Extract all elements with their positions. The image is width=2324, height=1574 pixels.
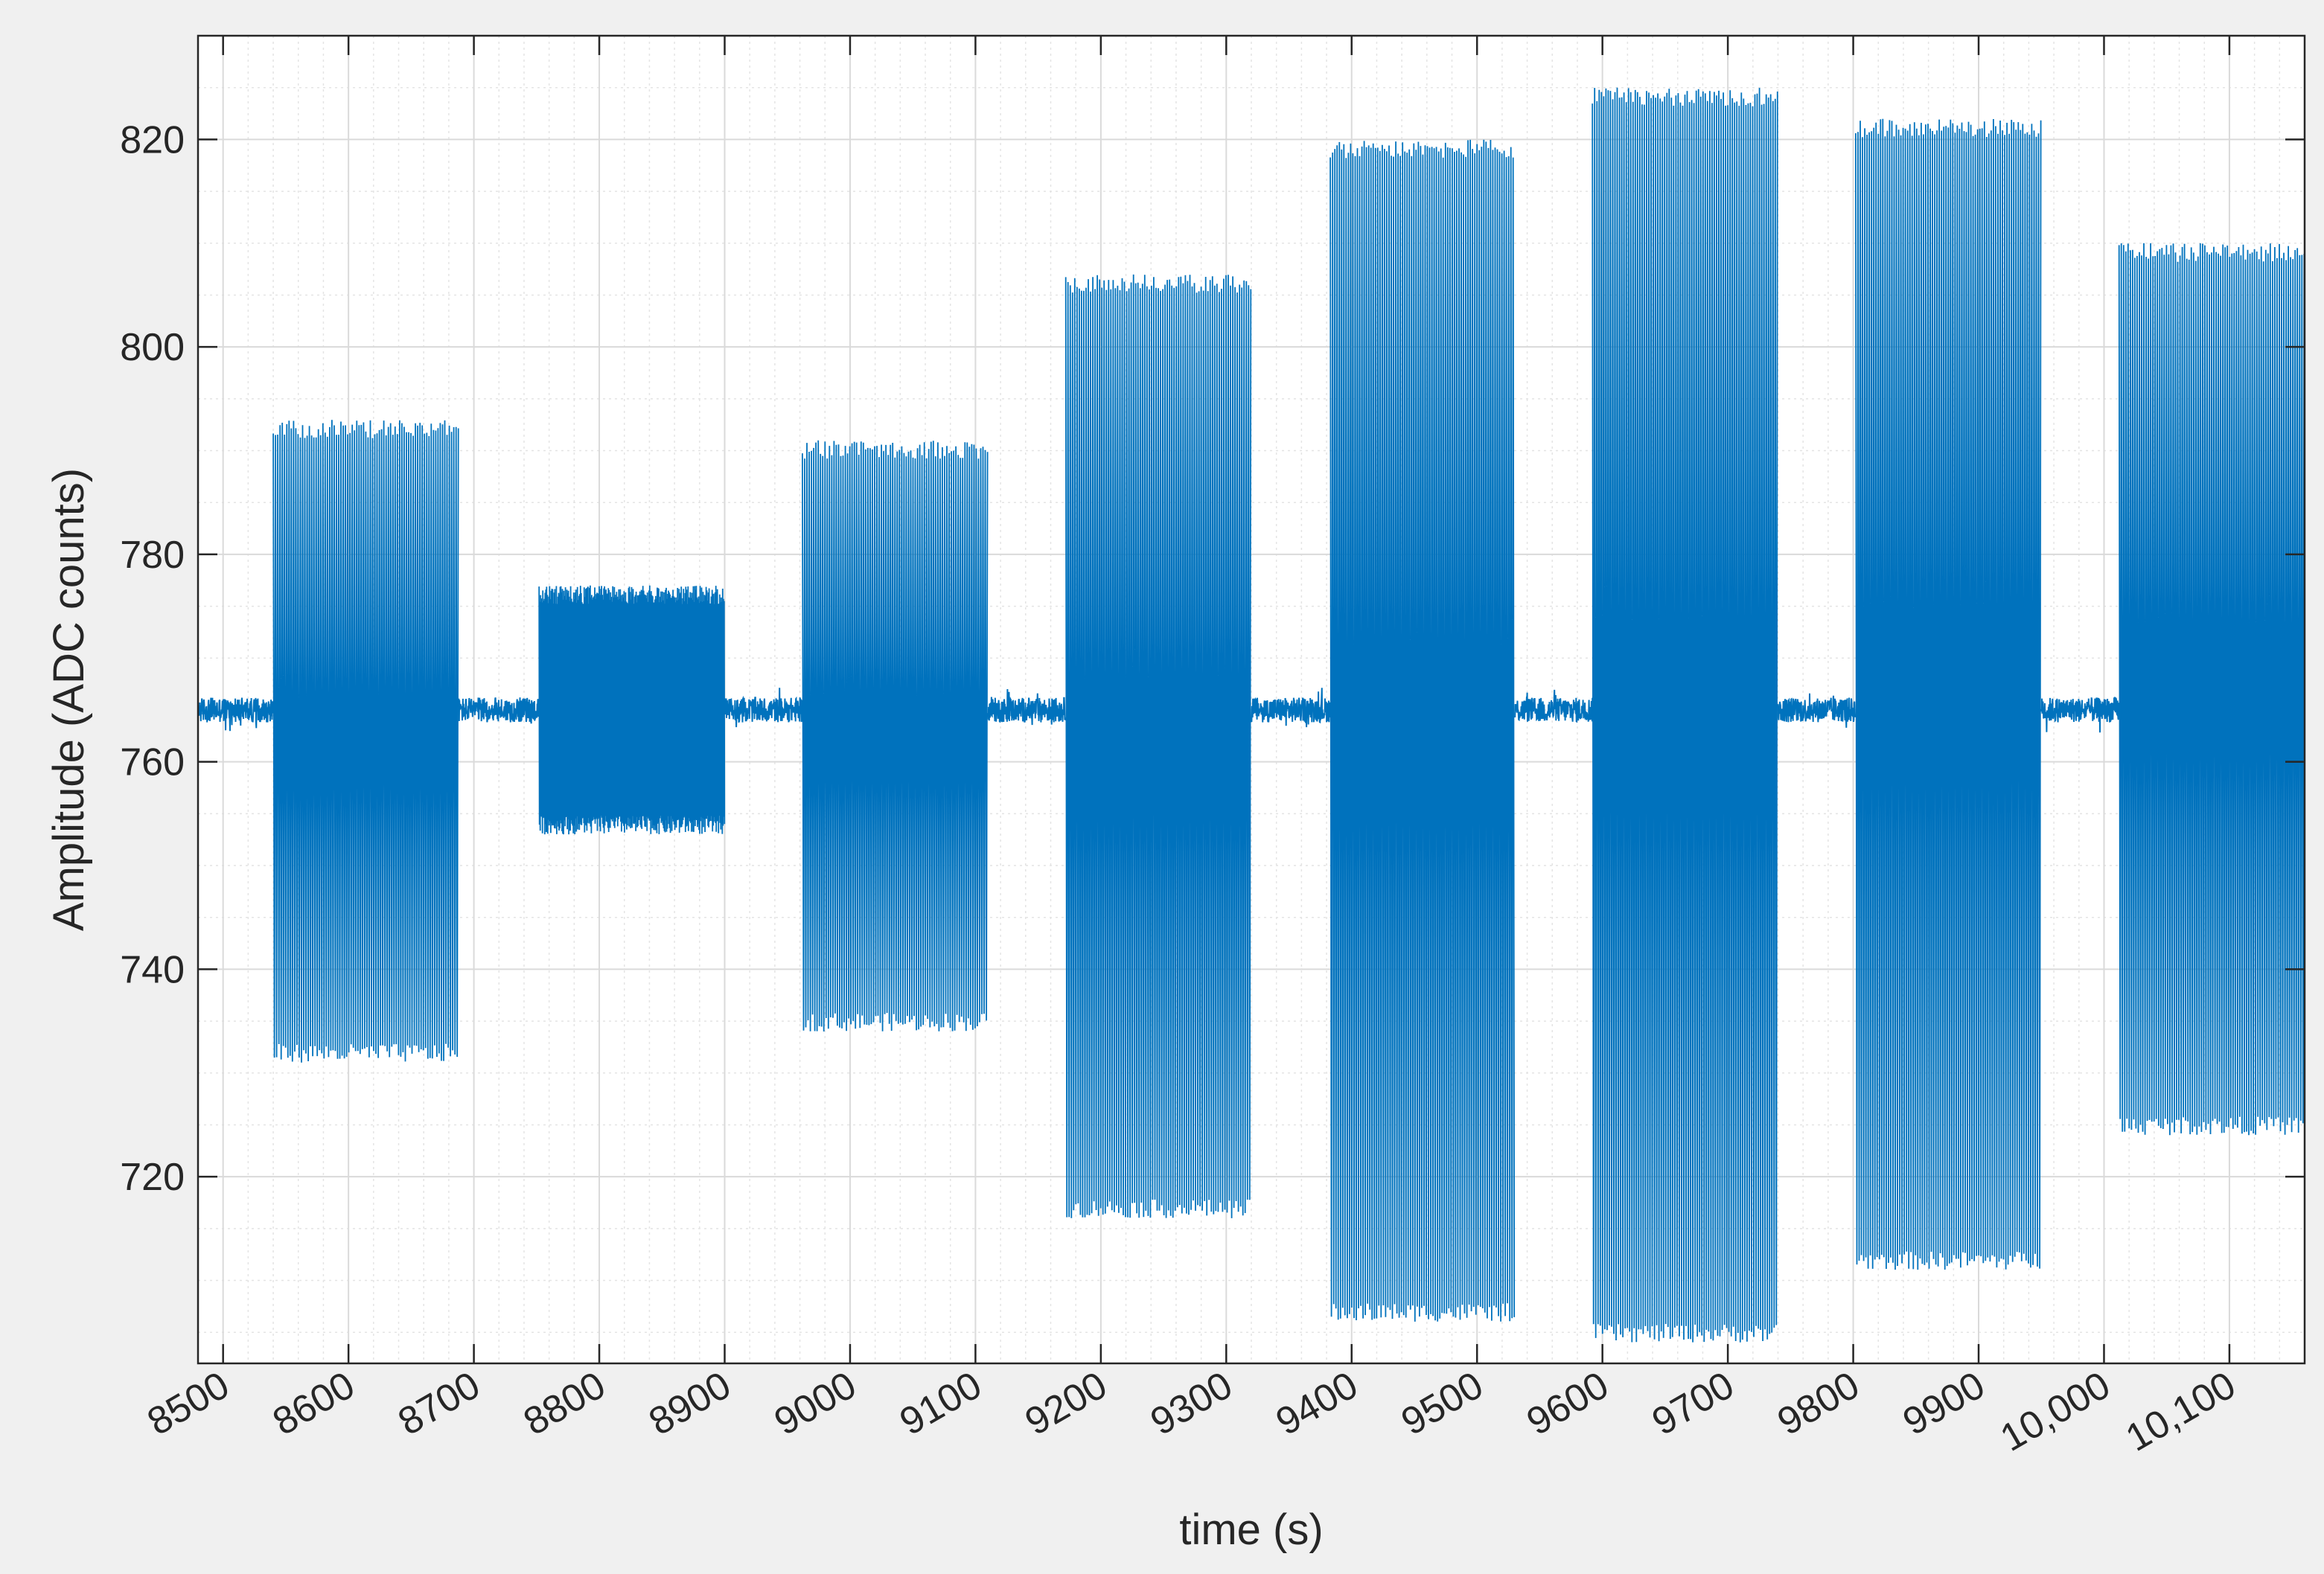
x-tick-label: 9500: [1394, 1363, 1490, 1444]
signal-burst: [1592, 87, 1778, 1343]
x-tick-label: 10,000: [1993, 1363, 2118, 1460]
x-tick-label: 10,100: [2119, 1363, 2243, 1460]
y-tick-label: 720: [120, 1156, 185, 1199]
x-tick-label: 8800: [517, 1363, 613, 1444]
y-tick-label: 760: [120, 741, 185, 784]
x-tick-label: 9000: [767, 1363, 863, 1444]
axes-box: [197, 34, 2306, 1365]
baseline-segment: [987, 688, 1067, 726]
signal-burst: [802, 440, 989, 1032]
baseline-segment: [458, 697, 540, 724]
x-tick-labels: 8500 8600 8700 8800 8900 9000 9100 9200 9300 9400…: [141, 1363, 2243, 1460]
y-tick-label: 800: [120, 326, 185, 369]
x-tick-label: 9800: [1770, 1363, 1866, 1444]
baseline-segment: [2040, 696, 2120, 733]
baseline-segment: [724, 688, 803, 728]
x-tick-label: 8700: [391, 1363, 487, 1444]
x-tick-label: 8900: [642, 1363, 738, 1444]
x-tick-label: 9200: [1018, 1363, 1114, 1444]
axis-ticks: [198, 36, 2305, 1363]
x-tick-label: 9400: [1269, 1363, 1365, 1444]
x-tick-label: 9600: [1519, 1363, 1615, 1444]
x-tick-label: 8600: [266, 1363, 362, 1444]
signal-burst: [1855, 118, 2042, 1270]
x-tick-label: 8500: [141, 1363, 237, 1444]
x-tick-label: 9900: [1896, 1363, 1992, 1444]
x-axis-title: time (s): [1179, 1506, 1323, 1554]
x-tick-label: 9700: [1645, 1363, 1741, 1444]
baseline-segment: [198, 697, 275, 732]
signal-burst: [1064, 274, 1252, 1218]
y-tick-label: 820: [120, 118, 185, 161]
y-axis-title: Amplitude (ADC counts): [45, 468, 93, 931]
signal-burst: [272, 420, 459, 1063]
signal-burst: [2118, 243, 2305, 1136]
baseline-segment: [1513, 689, 1594, 723]
x-tick-label: 9300: [1143, 1363, 1239, 1444]
y-tick-label: 780: [120, 534, 185, 577]
signal-series: [198, 87, 2305, 1343]
signal-burst: [538, 585, 726, 835]
x-tick-label: 9100: [893, 1363, 989, 1444]
y-tick-labels: 720 740 760 780 800 820: [120, 118, 185, 1199]
signal-burst: [1329, 139, 1516, 1322]
y-tick-label: 740: [120, 948, 185, 991]
baseline-segment: [1251, 688, 1332, 728]
baseline-segment: [1777, 693, 1857, 728]
